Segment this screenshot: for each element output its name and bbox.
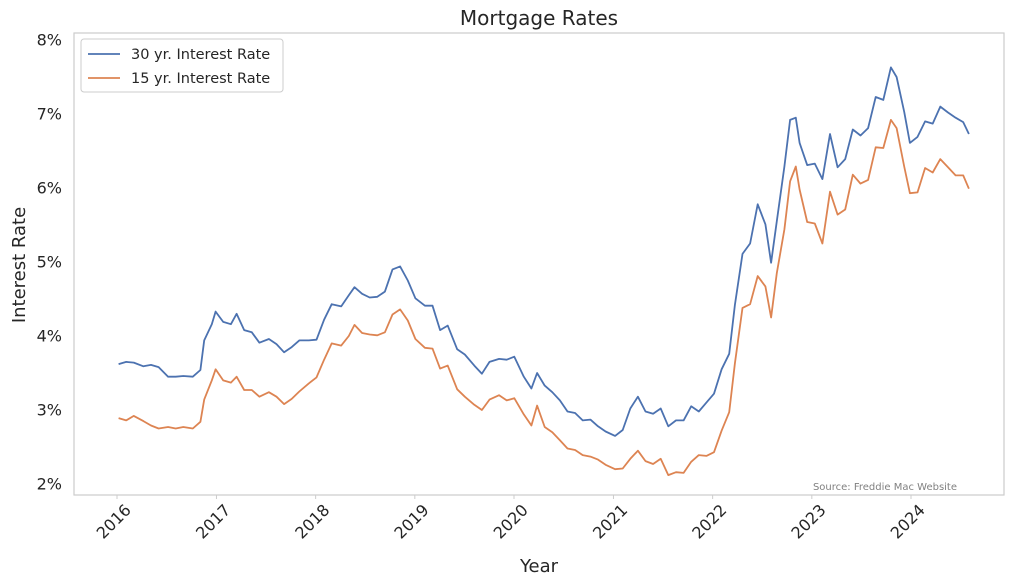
chart-title: Mortgage Rates	[460, 6, 618, 30]
y-tick-label: 5%	[37, 253, 62, 272]
series-line-15yr	[118, 119, 970, 476]
series-lines	[118, 66, 970, 476]
legend-box	[80, 38, 284, 93]
y-tick-label: 3%	[37, 401, 62, 420]
legend: 30 yr. Interest Rate 15 yr. Interest Rat…	[80, 38, 284, 93]
y-tick-label: 7%	[37, 105, 62, 124]
legend-label-15yr: 15 yr. Interest Rate	[131, 71, 270, 87]
y-tick-label: 4%	[37, 327, 62, 346]
x-axis-label: Year	[519, 556, 559, 577]
series-line-30yr	[118, 66, 970, 437]
source-note: Source: Freddie Mac Website	[813, 482, 957, 493]
plot-frame	[73, 32, 1005, 496]
y-axis-tick-labels: 2% 3% 4% 5% 6% 7% 8%	[37, 31, 62, 494]
y-axis-label: Interest Rate	[9, 207, 30, 323]
y-tick-label: 6%	[37, 179, 62, 198]
legend-label-30yr: 30 yr. Interest Rate	[131, 47, 270, 63]
y-tick-label: 8%	[37, 31, 62, 50]
y-tick-label: 2%	[37, 475, 62, 494]
